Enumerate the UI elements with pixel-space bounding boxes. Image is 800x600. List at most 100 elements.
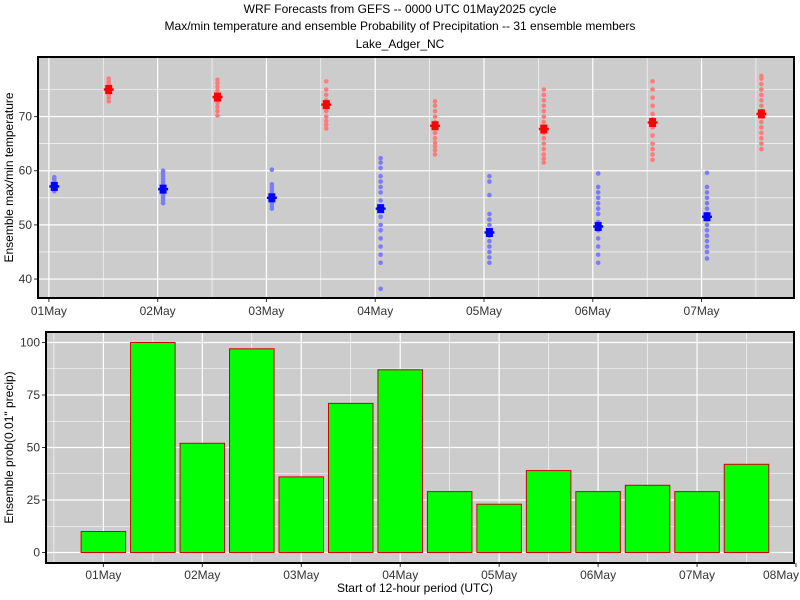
max-temp-member-point	[323, 79, 329, 84]
min-temp-member-point	[378, 155, 383, 161]
precip-probability-bar	[624, 484, 671, 553]
chart-title-line2: Max/min temperature and ensemble Probabi…	[164, 19, 636, 33]
max-temp-member-point	[215, 104, 220, 110]
max-temp-mean-bar	[647, 121, 658, 124]
x-tick-label: 08May	[763, 568, 799, 582]
min-temp-member-point	[595, 190, 601, 195]
max-temp-member-point	[541, 156, 547, 162]
min-temp-member-point	[487, 179, 492, 184]
max-temp-member-point	[323, 114, 329, 119]
precip-probability-bar	[723, 463, 770, 553]
max-temp-member-point	[432, 135, 438, 141]
max-temp-member-point	[650, 146, 655, 152]
min-temp-member-point	[378, 179, 383, 184]
max-temp-member-point	[759, 146, 764, 152]
max-temp-member-point	[541, 114, 547, 119]
min-temp-member-point	[595, 211, 601, 217]
min-temp-member-point	[487, 173, 492, 179]
max-temp-member-point	[215, 77, 220, 83]
y-tick-label: 25	[27, 493, 41, 507]
x-tick-label: 02May	[140, 304, 176, 318]
max-temp-member-point	[215, 108, 220, 114]
max-temp-member-point	[541, 98, 547, 103]
x-tick-label: 05May	[466, 304, 502, 318]
max-temp-member-point	[323, 87, 329, 92]
max-temp-member-point	[215, 88, 220, 93]
precip-probability-bar	[674, 491, 720, 554]
min-temp-member-point	[704, 222, 710, 228]
x-tick-label: 07May	[684, 304, 720, 318]
min-temp-member-point	[487, 244, 492, 249]
precip-probability-bar	[327, 402, 374, 553]
precip-probability-bar	[426, 491, 473, 554]
x-tick-label: 06May	[575, 304, 611, 318]
min-temp-member-point	[487, 260, 492, 266]
temperature-panel-background	[38, 57, 794, 298]
y-tick-label: 40	[19, 272, 33, 286]
max-temp-member-point	[759, 130, 764, 136]
min-temp-mean-bar	[375, 207, 386, 210]
min-temp-member-point	[595, 244, 601, 249]
max-temp-member-point	[759, 87, 764, 92]
min-temp-mean-bar	[158, 187, 169, 191]
max-temp-member-point	[650, 157, 655, 163]
min-temp-member-point	[487, 238, 492, 244]
max-temp-member-point	[650, 111, 655, 117]
max-temp-member-point	[323, 126, 329, 131]
min-temp-member-point	[704, 249, 710, 255]
min-temp-member-point	[704, 206, 710, 211]
min-temp-member-point	[269, 167, 275, 172]
y-tick-label: 70	[19, 110, 33, 124]
precip-probability-bar	[377, 369, 423, 553]
y-tick-label: 60	[19, 164, 33, 178]
max-temp-member-point	[650, 152, 655, 157]
max-temp-member-point	[541, 103, 547, 109]
max-temp-member-point	[541, 160, 547, 165]
max-temp-member-point	[323, 108, 329, 114]
precip-probability-bar	[130, 342, 176, 553]
x-tick-label: 03May	[283, 568, 319, 582]
max-temp-member-point	[432, 130, 438, 136]
min-temp-member-point	[269, 181, 275, 187]
min-temp-member-point	[595, 184, 601, 190]
max-temp-mean-bar	[430, 124, 441, 127]
min-temp-member-point	[378, 173, 383, 179]
max-temp-member-point	[323, 122, 329, 127]
min-temp-member-point	[595, 206, 601, 211]
max-temp-member-point	[759, 119, 764, 125]
x-tick-label: 01May	[31, 304, 67, 318]
y-tick-label: 75	[27, 388, 41, 402]
min-temp-member-point	[487, 222, 492, 228]
temperature-panel-border	[37, 56, 795, 299]
min-temp-member-point	[704, 190, 710, 195]
min-temp-member-point	[378, 244, 383, 249]
max-temp-member-point	[650, 87, 655, 92]
max-temp-member-point	[215, 100, 220, 106]
min-temp-member-point	[704, 233, 710, 239]
max-temp-member-point	[541, 92, 547, 98]
max-temp-member-point	[759, 92, 764, 98]
max-temp-member-point	[759, 81, 764, 87]
min-temp-member-point	[704, 184, 710, 190]
min-temp-member-point	[487, 217, 492, 222]
max-temp-member-point	[432, 147, 438, 153]
y-tick-label: 50	[19, 218, 33, 232]
max-temp-member-point	[650, 79, 655, 84]
max-temp-member-point	[541, 87, 547, 92]
min-temp-member-point	[378, 252, 383, 257]
y-tick-label: 50	[27, 441, 41, 455]
min-temp-member-point	[704, 256, 710, 261]
max-temp-member-point	[541, 119, 547, 125]
max-temp-member-point	[106, 76, 112, 81]
max-temp-member-point	[759, 103, 764, 109]
precip-probability-bar	[278, 476, 325, 553]
x-tick-label: 04May	[382, 568, 418, 582]
min-temp-member-point	[595, 171, 601, 176]
max-temp-member-point	[215, 80, 220, 86]
max-temp-member-point	[759, 73, 764, 79]
max-temp-member-point	[432, 152, 438, 157]
max-temp-member-point	[650, 133, 655, 138]
min-temp-member-point	[704, 195, 710, 201]
min-temp-member-point	[378, 214, 383, 220]
min-temp-member-point	[378, 286, 383, 292]
